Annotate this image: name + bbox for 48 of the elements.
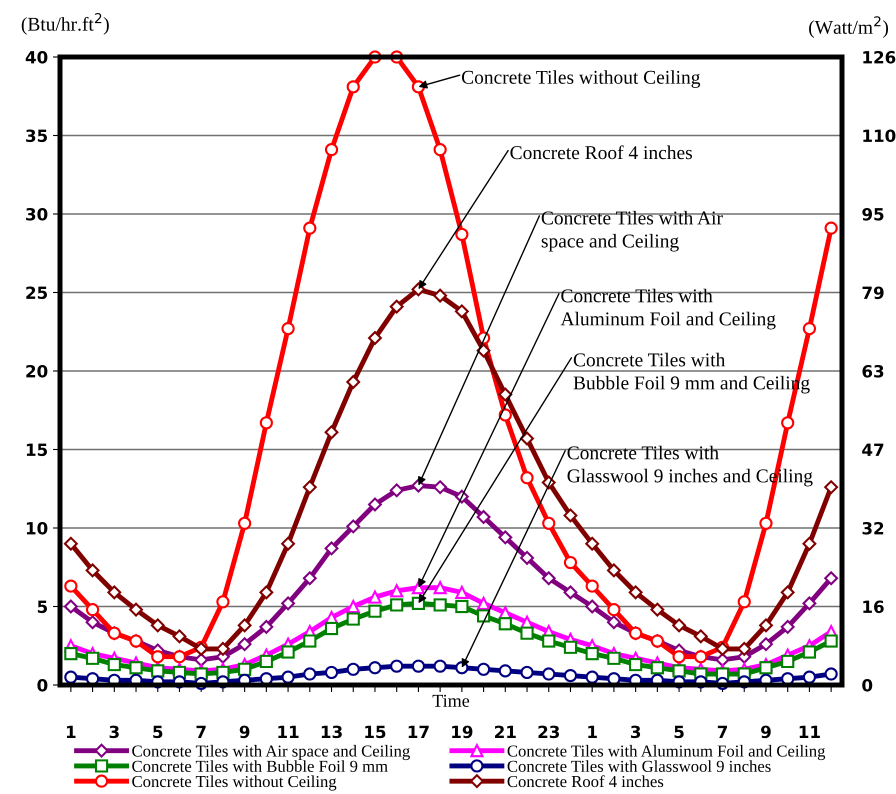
x-tick-label: 19 [452,726,472,738]
legend-label: Concrete Roof 4 inches [508,775,664,788]
legend-label: Concrete Tiles without Ceiling [132,775,336,791]
x-axis-title: Time [432,694,470,707]
x-tick-label: 1 [66,726,76,738]
x-tick-label: 3 [110,726,119,738]
y-tick-label: 15 [26,444,48,456]
x-tick-label: 1 [588,726,597,738]
y-axis-title: (Btu/hr.ft$^{2}$) [22,13,109,35]
annotation: Concrete Tiles with Air space and Ceiling [542,210,723,252]
x-tick-label: 9 [761,726,771,738]
y-tick-label: 35 [26,129,48,142]
y-tick-label: 25 [26,286,48,300]
x-tick-label: 11 [800,726,820,738]
y-tick-label: 40 [26,50,48,64]
y2-tick-label: 126 [863,50,896,64]
y2-tick-label: 63 [862,364,884,378]
y2-tick-label: 110 [863,129,896,142]
y2-tick-label: 0 [862,678,872,692]
y2-tick-label: 32 [862,522,884,535]
y2-axis-title: (Watt/m$^{2}$) [809,16,888,38]
y2-tick-label: 95 [862,208,884,221]
legend-label: Concrete Tiles with Bubble Foil 9 mm [132,760,388,772]
x-tick-label: 9 [240,726,250,738]
legend-label: Concrete Tiles with Aluminum Foil and Ceiling [508,744,826,760]
y2-tick-label: 47 [862,444,884,456]
x-tick-label: 11 [278,726,299,738]
x-tick-label: 17 [408,726,429,738]
annotation: Concrete Roof 4 inches [510,145,692,160]
y-tick-label: 30 [26,208,48,221]
y-tick-label: 0 [37,678,48,692]
x-tick-label: 7 [196,726,206,738]
x-tick-label: 7 [718,726,727,738]
x-tick-label: 5 [674,726,684,738]
y-tick-label: 5 [38,600,48,614]
x-tick-label: 5 [153,726,162,738]
legend-label: Concrete Tiles with Glasswool 9 inches [508,760,771,772]
x-tick-label: 15 [365,726,386,738]
x-tick-label: 13 [322,726,342,738]
y-tick-label: 10 [26,522,48,535]
x-tick-label: 21 [495,726,516,738]
y-tick-label: 20 [26,364,48,378]
x-tick-label: 3 [630,726,640,738]
x-tick-label: 23 [538,726,560,738]
legend-label: Concrete Tiles with Air space and Ceiling [132,744,410,760]
annotation: Concrete Tiles without Ceiling [462,70,700,88]
y2-tick-label: 79 [862,286,884,300]
y2-tick-label: 16 [863,600,884,614]
